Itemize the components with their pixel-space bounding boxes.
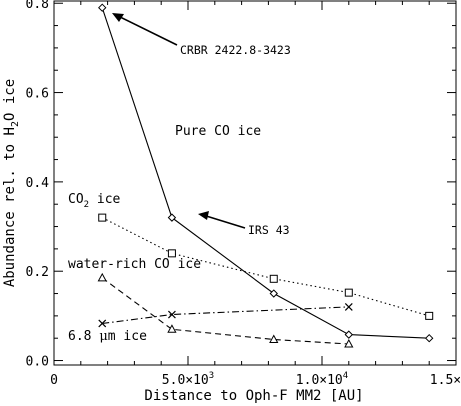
data-point-cross (167, 310, 176, 319)
y-tick-label: 0.0 (26, 355, 49, 370)
series-cross (98, 303, 353, 328)
irs43-arrowhead (198, 211, 209, 220)
x-axis-label: Distance to Oph-F MM2 [AU] (144, 388, 363, 404)
x-tick-label: 1.5×104 (430, 371, 461, 388)
data-point-square (167, 249, 176, 258)
y-tick-label: 0.2 (26, 265, 49, 280)
data-point-square (269, 274, 278, 283)
data-point-triangle (344, 338, 354, 348)
y-tick-label: 0.8 (26, 0, 49, 12)
series-square (98, 213, 434, 320)
annotation-crbr: CRBR 2422.8-3423 (180, 43, 291, 57)
data-point-triangle (167, 324, 177, 333)
series-triangle (97, 272, 354, 348)
data-point-diamond (424, 333, 434, 343)
data-point-diamond (269, 289, 278, 298)
annotation-irs43: IRS 43 (248, 223, 290, 237)
y-tick-label: 0.4 (26, 176, 50, 191)
data-point-diamond (98, 3, 107, 12)
ticks (53, 1, 457, 365)
series-line (101, 277, 349, 345)
data-point-diamond (167, 213, 177, 222)
annotation-pure-co-ice: Pure CO ice (175, 124, 261, 139)
data-point-square (98, 213, 107, 222)
annotation-water-rich-co-ice: water-rich CO ice (68, 257, 201, 272)
series-layer (97, 3, 434, 348)
x-tick-label: 0 (50, 373, 58, 388)
data-point-square (344, 288, 353, 297)
y-axis-label: Abundance rel. to H2O ice (2, 79, 21, 287)
data-point-cross (98, 319, 107, 328)
tick-labels: 0 5.0×103 1.0×104 1.5×104 0.0 0.2 0.4 0.6 0.8 (26, 0, 461, 388)
data-point-triangle (269, 334, 279, 344)
annotation-co2-ice: CO2 ice (68, 192, 121, 210)
irs43-arrow-line (202, 214, 246, 229)
annotations-layer: CRBR 2422.8-3423 IRS 43 Pure CO ice CO2 ice… (68, 13, 291, 344)
crbr-arrow-line (115, 14, 178, 46)
x-tick-label: 5.0×103 (162, 371, 214, 388)
annotation-6-8-um-ice: 6.8 μm ice (68, 329, 147, 344)
crbr-arrowhead (112, 13, 124, 22)
data-point-square (425, 311, 434, 320)
axes-frame (53, 0, 457, 366)
x-tick-label: 1.0×104 (296, 371, 348, 388)
series-diamond (98, 3, 434, 343)
data-point-triangle (97, 272, 107, 282)
y-tick-label: 0.6 (26, 87, 49, 102)
data-point-cross (344, 303, 353, 311)
data-point-diamond (344, 330, 354, 339)
plot-border (53, 0, 457, 366)
